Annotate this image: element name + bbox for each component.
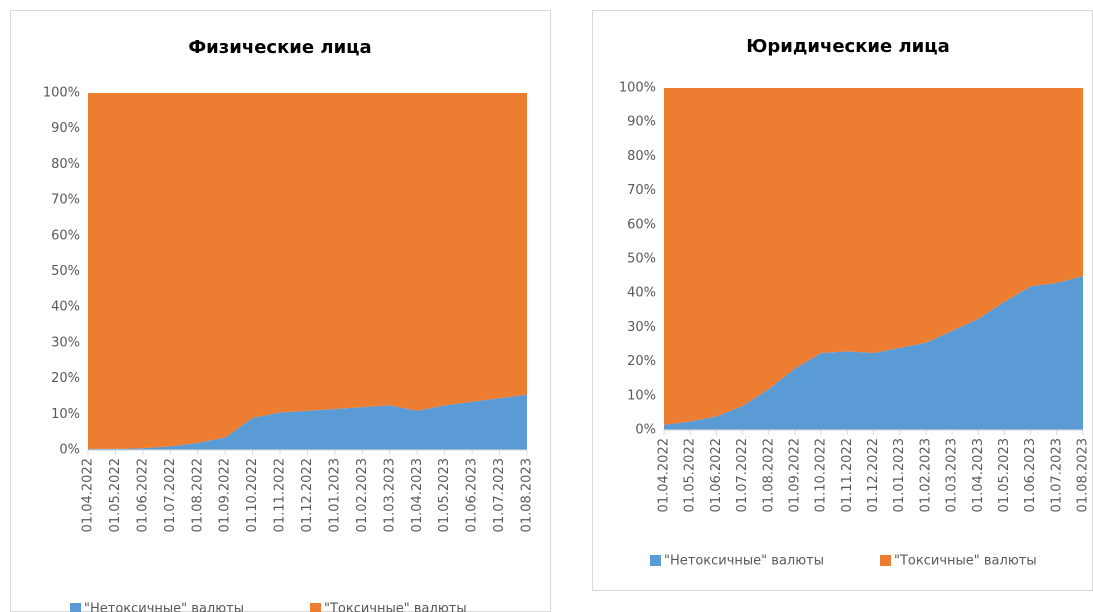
legend-swatch (650, 555, 661, 566)
x-tick-label: 01.01.2023 (327, 458, 342, 532)
x-tick-label: 01.06.2023 (465, 458, 480, 532)
area (88, 93, 527, 449)
x-tick-label: 01.04.2022 (81, 458, 96, 532)
x-tick-label: 01.05.2022 (683, 438, 698, 512)
legend-label: "Токсичные" валюты (894, 554, 1037, 569)
x-tick-label: 01.12.2022 (866, 438, 881, 512)
x-tick-label: 01.09.2022 (787, 438, 802, 512)
legend-swatch (70, 603, 81, 612)
chart-title: Юридические лица (746, 36, 950, 57)
y-tick-label: 10% (51, 407, 80, 422)
y-tick-label: 80% (627, 149, 656, 164)
x-tick-label: 01.12.2022 (300, 458, 315, 532)
x-tick-label: 01.11.2022 (273, 458, 288, 532)
x-tick-label: 01.08.2022 (761, 438, 776, 512)
x-tick-label: 01.06.2023 (1023, 438, 1038, 512)
x-tick-label: 01.07.2022 (163, 458, 178, 532)
x-tick-label: 01.07.2022 (735, 438, 750, 512)
y-tick-label: 90% (627, 115, 656, 130)
legend-label: "Нетоксичные" валюты (664, 554, 824, 569)
y-tick-label: 10% (627, 388, 656, 403)
y-tick-label: 30% (51, 335, 80, 350)
x-tick-label: 01.04.2022 (657, 438, 672, 512)
y-tick-label: 40% (627, 286, 656, 301)
y-tick-label: 90% (51, 121, 80, 136)
x-tick-label: 01.03.2023 (945, 438, 960, 512)
y-tick-label: 20% (627, 354, 656, 369)
x-tick-label: 01.10.2022 (245, 458, 260, 532)
x-tick-label: 01.01.2023 (892, 438, 907, 512)
y-tick-label: 100% (619, 81, 656, 96)
y-tick-label: 60% (627, 217, 656, 232)
x-tick-label: 01.08.2023 (520, 458, 535, 532)
area (88, 394, 527, 450)
legend-label: "Нетоксичные" валюты (84, 602, 244, 612)
legend-swatch (880, 555, 891, 566)
y-tick-label: 100% (43, 86, 80, 101)
y-tick-label: 50% (627, 252, 656, 267)
y-tick-label: 30% (627, 320, 656, 335)
x-tick-label: 01.08.2022 (190, 458, 205, 532)
x-tick-label: 01.05.2023 (437, 458, 452, 532)
y-tick-label: 70% (51, 193, 80, 208)
y-tick-label: 80% (51, 157, 80, 172)
x-tick-label: 01.02.2023 (355, 458, 370, 532)
y-tick-label: 50% (51, 264, 80, 279)
y-tick-label: 0% (635, 423, 656, 438)
x-tick-label: 01.06.2022 (709, 438, 724, 512)
y-tick-label: 60% (51, 228, 80, 243)
x-tick-label: 01.06.2022 (135, 458, 150, 532)
x-tick-label: 01.07.2023 (492, 458, 507, 532)
x-tick-label: 01.07.2023 (1049, 438, 1064, 512)
area (664, 88, 1083, 425)
y-tick-label: 40% (51, 300, 80, 315)
y-tick-label: 0% (59, 443, 80, 458)
x-tick-label: 01.05.2023 (997, 438, 1012, 512)
chart-title: Физические лица (188, 37, 371, 58)
y-tick-label: 20% (51, 371, 80, 386)
legend-swatch (310, 603, 321, 612)
x-tick-label: 01.04.2023 (971, 438, 986, 512)
x-tick-label: 01.10.2022 (814, 438, 829, 512)
x-tick-label: 01.11.2022 (840, 438, 855, 512)
y-tick-label: 70% (627, 183, 656, 198)
legend-label: "Токсичные" валюты (324, 602, 467, 612)
x-tick-label: 01.02.2023 (918, 438, 933, 512)
x-tick-label: 01.09.2022 (218, 458, 233, 532)
x-tick-label: 01.04.2023 (410, 458, 425, 532)
x-tick-label: 01.03.2023 (382, 458, 397, 532)
x-tick-label: 01.05.2022 (108, 458, 123, 532)
x-tick-label: 01.08.2023 (1076, 438, 1091, 512)
